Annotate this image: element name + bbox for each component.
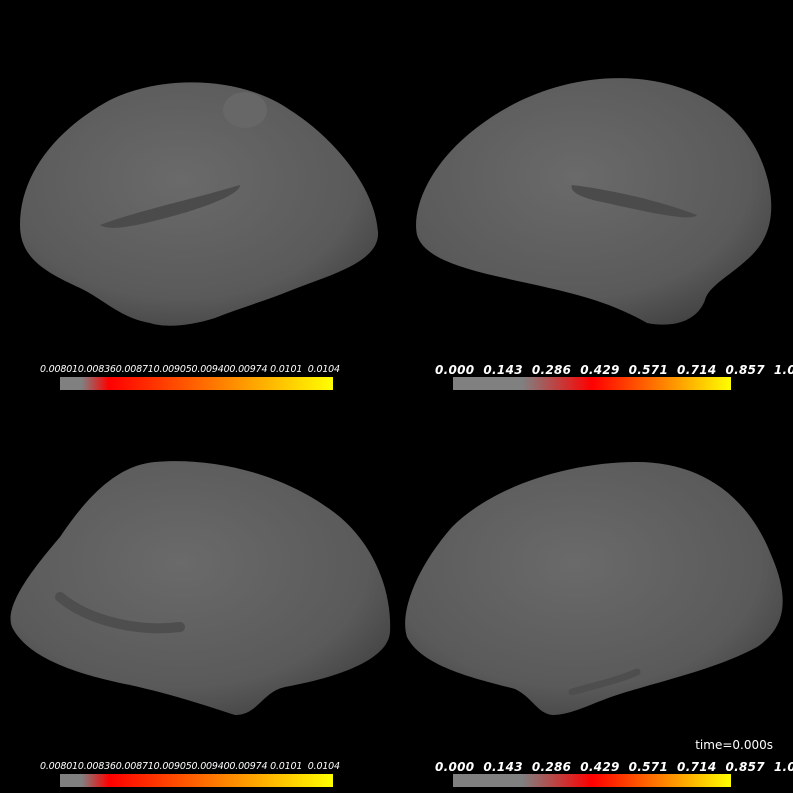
brain-surface-right-lateral — [397, 0, 793, 396]
brain-surface-left-lateral — [0, 0, 396, 396]
view-left-lateral: 0.008010.008360.008710.009050.009400.009… — [0, 0, 396, 396]
gyrus-highlight — [223, 92, 267, 128]
colorbar-ticks: 0.000 0.143 0.286 0.429 0.571 0.714 0.85… — [435, 760, 793, 774]
colorbar-ticks: 0.008010.008360.008710.009050.009400.009… — [40, 364, 340, 375]
colorbar — [453, 774, 731, 787]
colorbar-ticks: 0.008010.008360.008710.009050.009400.009… — [40, 761, 340, 772]
colorbar-ticks: 0.000 0.143 0.286 0.429 0.571 0.714 0.85… — [435, 363, 793, 377]
colorbar — [60, 377, 333, 390]
colorbar-gradient — [453, 774, 731, 787]
time-label: time=0.000s — [695, 738, 773, 752]
colorbar-gradient — [60, 774, 333, 787]
view-right-medial: 0.000 0.143 0.286 0.429 0.571 0.714 0.85… — [397, 397, 793, 793]
colorbar-gradient — [60, 377, 333, 390]
brain-surface-left-medial — [0, 397, 396, 793]
view-right-lateral: 0.000 0.143 0.286 0.429 0.571 0.714 0.85… — [397, 0, 793, 396]
brain-surface-right-medial — [397, 397, 793, 793]
colorbar — [453, 377, 731, 390]
colorbar — [60, 774, 333, 787]
colorbar-gradient — [453, 377, 731, 390]
view-left-medial: 0.008010.008360.008710.009050.009400.009… — [0, 397, 396, 793]
